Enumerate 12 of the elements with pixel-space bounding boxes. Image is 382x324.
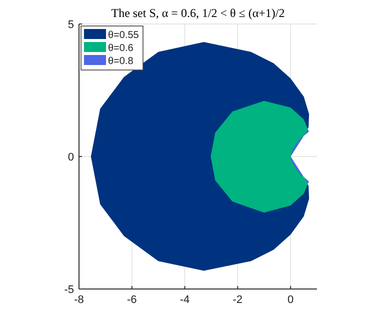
y-tick-label: 5 [68,19,74,31]
x-tick-label: -2 [232,294,243,306]
y-tick-label: -5 [64,284,74,296]
x-tick-label: -4 [180,294,190,306]
y-tick-label: 0 [68,152,74,164]
legend-label: θ=0.6 [108,43,134,54]
x-tick-label: -6 [127,294,137,306]
legend-label: θ=0.8 [108,56,134,67]
x-tick-label: -8 [74,294,84,306]
x-tick-label: 0 [287,294,294,306]
chart-title: The set S, α = 0.6, 1/2 < θ ≤ (α+1)/2 [111,6,285,20]
legend-label: θ=0.55 [108,30,140,41]
